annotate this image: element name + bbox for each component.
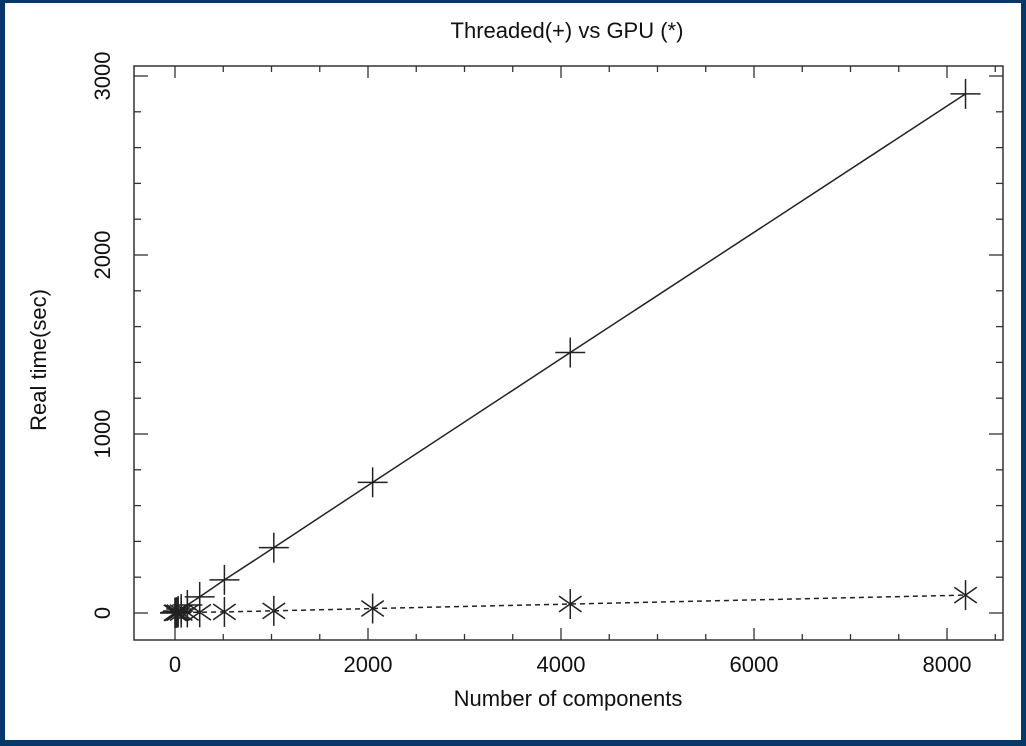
x-tick-label: 0 <box>169 652 181 677</box>
star-marker <box>558 589 582 620</box>
plus-marker <box>950 78 981 109</box>
star-marker <box>212 596 237 627</box>
star-marker <box>188 597 212 628</box>
star-marker <box>169 597 193 628</box>
plus-marker <box>555 337 586 368</box>
y-axis-label: Real time(sec) <box>26 289 51 431</box>
plus-marker <box>209 564 240 595</box>
star-marker <box>166 597 190 628</box>
y-tick-label: 3000 <box>90 52 115 101</box>
chart-title: Threaded(+) vs GPU (*) <box>451 18 684 43</box>
chart-frame: 0 2000 4000 6000 8000 0 1000 2000 3000 Threaded(… <box>5 3 1021 740</box>
y-tick-label: 1000 <box>90 410 115 459</box>
plot-axes: 0 2000 4000 6000 8000 0 1000 2000 3000 <box>90 52 1004 677</box>
x-tick-label: 2000 <box>344 652 393 677</box>
x-tick-label: 4000 <box>537 652 586 677</box>
plot-series <box>160 78 981 628</box>
plot-border <box>133 65 1004 641</box>
y-tick-label: 2000 <box>90 231 115 280</box>
plus-marker <box>357 467 388 498</box>
star-marker <box>262 595 286 626</box>
star-marker <box>175 597 200 628</box>
x-axis-label: Number of components <box>454 686 683 711</box>
star-marker <box>953 580 978 611</box>
x-tick-label: 6000 <box>730 652 779 677</box>
star-marker <box>360 593 385 624</box>
y-tick-label: 0 <box>90 607 115 619</box>
plus-marker <box>258 532 289 563</box>
x-tick-label: 8000 <box>923 652 972 677</box>
